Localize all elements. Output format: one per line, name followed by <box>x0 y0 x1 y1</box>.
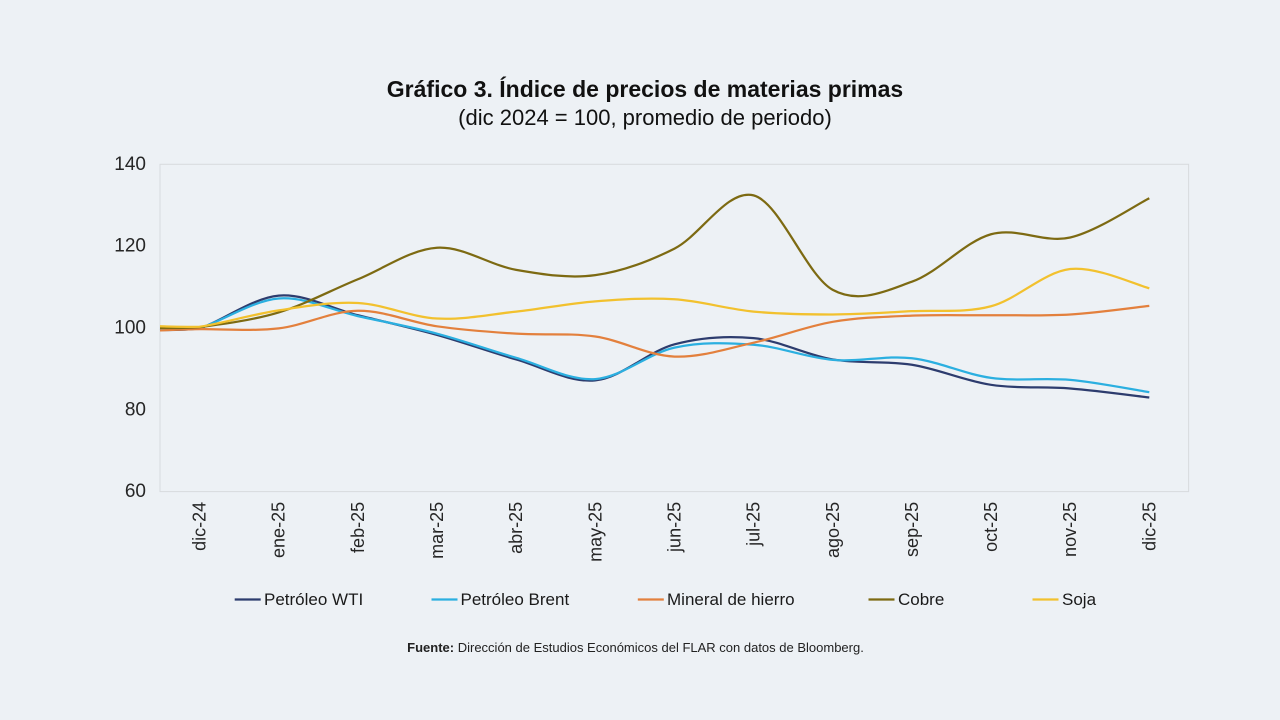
svg-text:sep-25: sep-25 <box>902 502 922 557</box>
svg-text:mar-25: mar-25 <box>427 502 447 559</box>
svg-text:dic-24: dic-24 <box>190 502 210 551</box>
svg-text:may-25: may-25 <box>585 502 605 562</box>
svg-text:oct-25: oct-25 <box>981 502 1001 552</box>
svg-text:Soja: Soja <box>1062 590 1097 609</box>
svg-text:ago-25: ago-25 <box>823 502 843 558</box>
svg-text:60: 60 <box>125 481 146 502</box>
svg-text:jun-25: jun-25 <box>665 502 685 553</box>
svg-text:ene-25: ene-25 <box>269 502 289 558</box>
svg-text:nov-25: nov-25 <box>1060 502 1080 557</box>
svg-text:abr-25: abr-25 <box>506 502 526 554</box>
svg-text:Petróleo Brent: Petróleo Brent <box>461 590 570 609</box>
svg-text:Petróleo WTI: Petróleo WTI <box>264 590 363 609</box>
svg-text:140: 140 <box>114 154 146 175</box>
svg-text:120: 120 <box>114 236 146 257</box>
svg-text:Cobre: Cobre <box>898 590 944 609</box>
svg-text:Mineral de hierro: Mineral de hierro <box>667 590 795 609</box>
svg-text:jul-25: jul-25 <box>744 502 764 547</box>
svg-text:dic-25: dic-25 <box>1139 502 1159 551</box>
svg-text:feb-25: feb-25 <box>348 502 368 553</box>
svg-text:100: 100 <box>114 318 146 339</box>
svg-text:80: 80 <box>125 399 146 420</box>
